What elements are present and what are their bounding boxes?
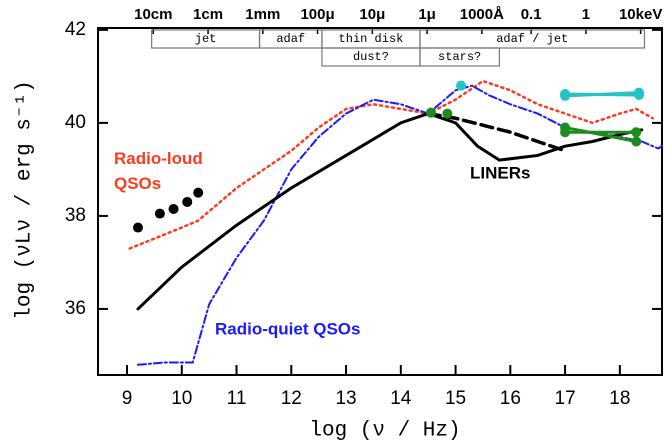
band-label: adaf / jet	[496, 32, 568, 46]
top-tick-label: 100μ	[300, 6, 334, 23]
data-point	[560, 90, 571, 101]
data-point	[631, 136, 642, 147]
x-tick-label: 17	[555, 388, 576, 409]
x-tick-label: 14	[390, 388, 412, 409]
series-label: LINERs	[470, 163, 530, 182]
x-tick-label: 12	[281, 388, 302, 409]
series-line	[426, 111, 567, 153]
top-tick-label: 1μ	[418, 6, 436, 23]
data-point	[634, 87, 645, 98]
data-point	[442, 108, 453, 119]
series-label: Radio-loud QSOs	[114, 149, 203, 193]
data-point	[425, 107, 436, 118]
top-tick-label: 10cm	[134, 6, 172, 23]
band-label: thin disk	[339, 32, 404, 46]
top-tick-label: 10μ	[359, 6, 385, 23]
y-tick-label: 42	[65, 19, 86, 40]
data-point	[154, 208, 165, 219]
band-box	[419, 29, 646, 49]
y-tick-label: 38	[65, 205, 86, 226]
series-label: Radio-quiet QSOs	[215, 319, 360, 338]
top-tick-label: 1cm	[193, 6, 223, 23]
top-tick-label: 1	[582, 6, 590, 23]
data-point	[168, 203, 179, 214]
top-tick-label: 1000Å	[460, 6, 504, 23]
x-axis-label: log (ν / Hz)	[309, 420, 460, 443]
x-tick-label: 13	[335, 388, 356, 409]
x-tick-label: 16	[500, 388, 521, 409]
series-line	[563, 91, 641, 98]
band-label: jet	[195, 32, 217, 46]
top-tick-label: 0.1	[521, 6, 542, 23]
x-tick-label: 11	[227, 388, 247, 409]
x-tick-label: 10	[171, 388, 192, 409]
band-label: stars?	[438, 50, 481, 64]
series-line	[563, 126, 638, 143]
top-tick-label: 1mm	[245, 6, 280, 23]
data-point	[132, 222, 143, 233]
x-tick-label: 9	[122, 388, 133, 409]
band-label: dust?	[353, 50, 389, 64]
y-tick-label: 36	[65, 298, 86, 319]
data-point	[193, 187, 204, 198]
data-point	[631, 127, 642, 138]
x-tick-label: 18	[609, 388, 630, 409]
band-label: adaf	[276, 32, 305, 46]
series-line	[136, 112, 644, 311]
data-point	[456, 80, 467, 91]
y-tick-label: 40	[65, 112, 86, 133]
y-axis-label: log (νLν / erg s⁻¹)	[14, 80, 37, 319]
data-point	[560, 127, 571, 138]
data-point	[182, 196, 193, 207]
top-tick-label: 10keV	[619, 6, 662, 23]
plot-frame	[97, 27, 663, 376]
x-tick-label: 15	[445, 388, 466, 409]
series-line	[128, 79, 654, 250]
